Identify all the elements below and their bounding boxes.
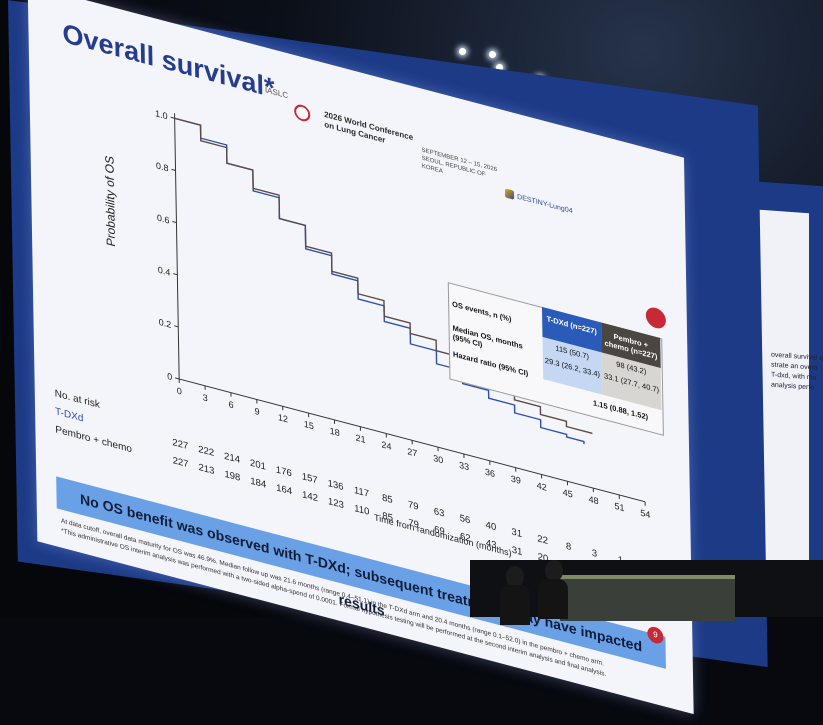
y-tick-label: 0.8 bbox=[156, 160, 169, 173]
panel-table bbox=[560, 575, 735, 621]
x-tick-label: 39 bbox=[511, 473, 521, 485]
x-tick-label: 18 bbox=[330, 426, 340, 438]
x-tick-label: 21 bbox=[355, 433, 365, 445]
audience-person-body bbox=[538, 579, 568, 619]
x-tick-label: 33 bbox=[459, 460, 469, 472]
x-tick-label: 12 bbox=[278, 412, 288, 424]
x-tick-label: 9 bbox=[254, 406, 259, 417]
x-tick-label: 15 bbox=[304, 419, 314, 431]
y-tick-label: 0.2 bbox=[159, 317, 172, 330]
y-tick bbox=[171, 117, 175, 118]
x-tick-label: 0 bbox=[177, 385, 182, 396]
y-tick bbox=[173, 274, 177, 275]
side-screen-text: overall survival ana strate an overa T-d… bbox=[771, 351, 821, 394]
x-tick-label: 48 bbox=[588, 494, 598, 506]
x-tick-label: 54 bbox=[640, 508, 650, 520]
ceiling-light bbox=[489, 51, 496, 58]
x-tick-label: 51 bbox=[614, 501, 624, 513]
audience-person-body bbox=[500, 585, 530, 625]
x-tick-label: 6 bbox=[229, 399, 234, 410]
x-tick-label: 30 bbox=[433, 453, 443, 465]
y-axis-line bbox=[175, 113, 180, 379]
x-tick-label: 24 bbox=[381, 439, 391, 451]
x-tick-label: 36 bbox=[485, 467, 495, 479]
y-tick bbox=[172, 169, 176, 170]
x-tick-label: 42 bbox=[537, 480, 547, 492]
side-text-line: analysis perfo bbox=[771, 381, 821, 394]
y-tick-label: 1.0 bbox=[155, 108, 168, 121]
ceiling-light bbox=[459, 48, 466, 55]
x-tick-label: 45 bbox=[563, 487, 573, 499]
x-tick-label: 27 bbox=[407, 446, 417, 458]
y-tick-label: 0.6 bbox=[157, 213, 170, 226]
y-tick-label: 0 bbox=[167, 371, 172, 382]
y-tick-label: 0.4 bbox=[158, 265, 171, 278]
y-tick bbox=[174, 326, 178, 327]
y-tick bbox=[175, 378, 179, 379]
x-tick-label: 3 bbox=[203, 392, 208, 403]
y-tick bbox=[172, 222, 176, 223]
